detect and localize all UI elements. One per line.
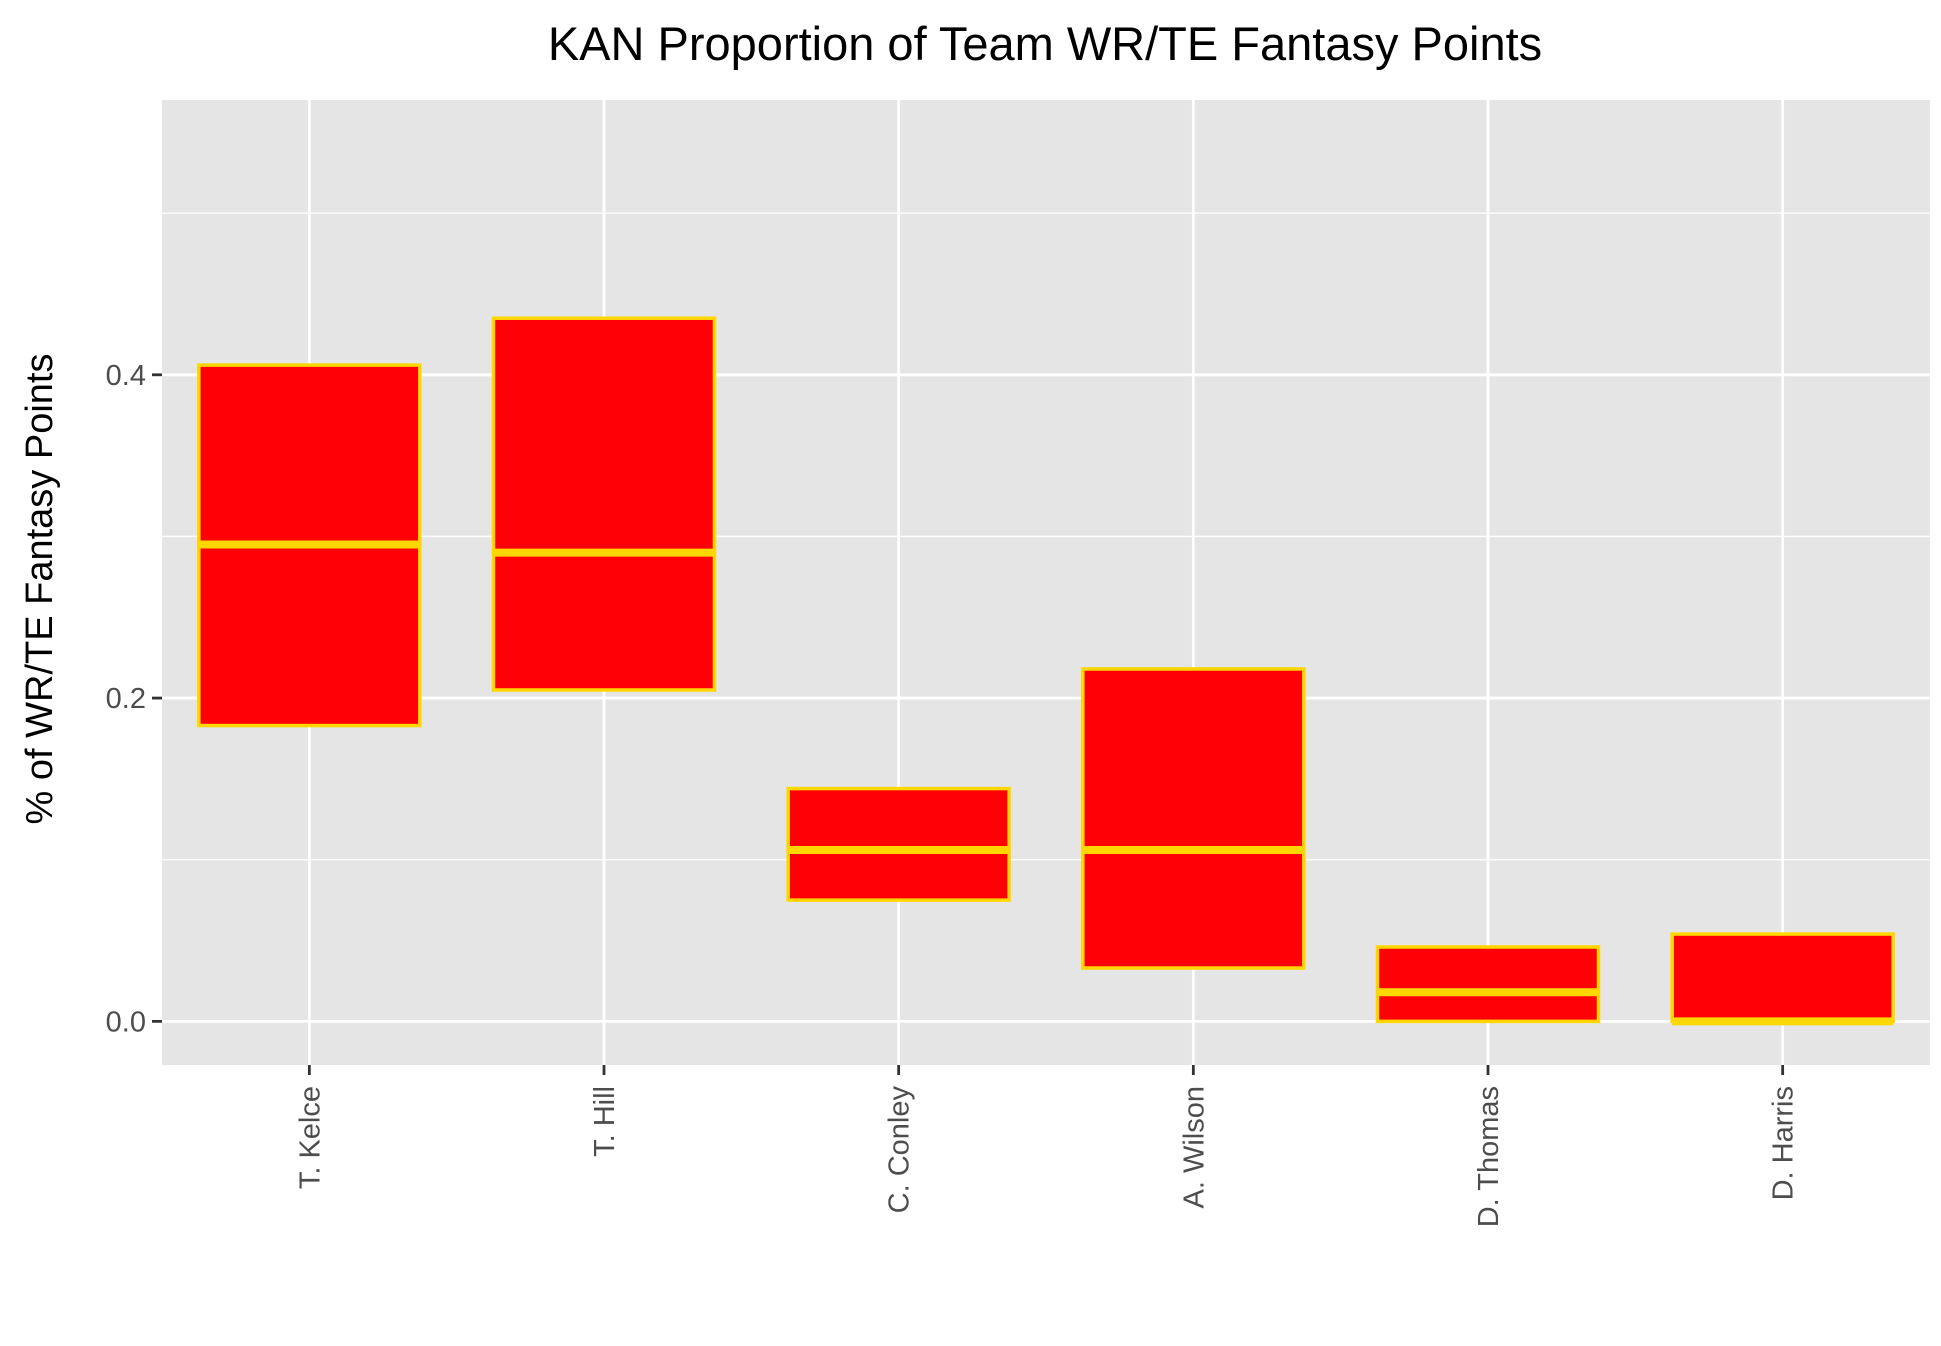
box-iqr [494,318,715,690]
chart-title: KAN Proportion of Team WR/TE Fantasy Poi… [548,17,1542,70]
plot-panel: 0.0 0.2 0.4 T. Kelce T. Hill C. Conley A. Wils… [106,100,1930,1227]
x-tick-label: D. Thomas [1473,1086,1505,1227]
box-d-harris [1672,934,1893,1021]
box-a-wilson [1083,669,1304,968]
box-iqr [1083,669,1304,968]
y-tick-label: 0.4 [106,360,146,392]
y-tick-label: 0.2 [106,683,146,715]
box-iqr [788,789,1009,901]
box-t-hill [494,318,715,690]
box-iqr [1672,934,1893,1021]
box-t-kelce [199,365,420,725]
box-iqr [1378,947,1599,1021]
x-tick-label: T. Kelce [294,1086,326,1189]
x-tick-label: C. Conley [884,1086,916,1214]
y-axis-label: % of WR/TE Fantasy Points [19,354,61,825]
x-tick-label: T. Hill [589,1086,621,1157]
box-d-thomas [1378,947,1599,1021]
y-tick-label: 0.0 [106,1006,146,1038]
x-tick-label: A. Wilson [1178,1086,1210,1208]
box-c-conley [788,789,1009,901]
x-tick-label: D. Harris [1768,1086,1800,1200]
panel-background [162,100,1930,1065]
